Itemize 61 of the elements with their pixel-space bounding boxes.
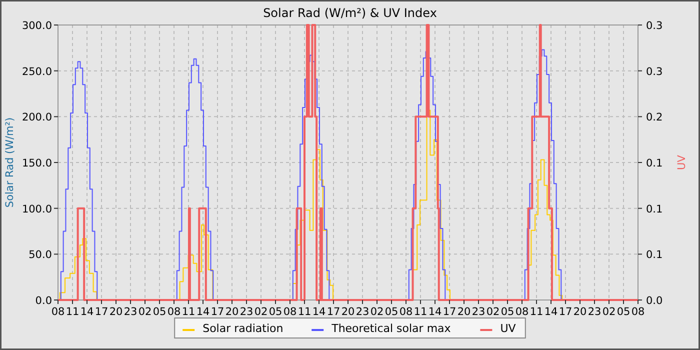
x-tick-label: 08 <box>515 306 529 318</box>
x-tick-label: 23 <box>472 306 486 318</box>
x-tick-label: 20 <box>573 306 587 318</box>
x-tick-label: 11 <box>530 306 544 318</box>
legend-label: UV <box>500 322 516 335</box>
x-tick-label: 17 <box>210 306 224 318</box>
x-tick-label: 08 <box>631 306 645 318</box>
y2-tick-label: 0.3 <box>646 66 663 78</box>
y-tick-label: 150.0 <box>22 158 52 170</box>
y-tick-label: 300.0 <box>22 20 52 32</box>
x-tick-label: 14 <box>312 306 326 318</box>
x-tick-label: 20 <box>341 306 355 318</box>
x-tick-label: 11 <box>298 306 312 318</box>
x-tick-label: 20 <box>225 306 239 318</box>
chart-title: Solar Rad (W/m²) & UV Index <box>263 6 437 20</box>
y-tick-label: 100.0 <box>22 203 52 216</box>
x-tick-label: 17 <box>442 306 456 318</box>
x-tick-label: 17 <box>326 306 340 318</box>
x-tick-label: 17 <box>558 306 572 318</box>
y2-tick-label: 0.1 <box>646 158 663 170</box>
x-tick-label: 08 <box>283 306 297 318</box>
y2-tick-label: 0.0 <box>646 295 663 307</box>
x-tick-label: 02 <box>370 306 384 318</box>
y-tick-label: 200.0 <box>22 112 52 124</box>
x-tick-label: 05 <box>616 306 630 318</box>
x-tick-label: 05 <box>268 306 282 318</box>
y-axis-title: Solar Rad (W/m²) <box>4 117 16 208</box>
x-tick-label: 05 <box>152 306 166 318</box>
x-tick-label: 02 <box>254 306 268 318</box>
y2-tick-label: 0.1 <box>646 203 663 216</box>
x-tick-label: 17 <box>94 306 108 318</box>
x-tick-label: 23 <box>356 306 370 318</box>
y-tick-label: 50.0 <box>28 249 52 262</box>
x-tick-label: 02 <box>138 306 152 318</box>
x-tick-label: 14 <box>544 306 558 318</box>
x-tick-label: 14 <box>196 306 210 318</box>
x-tick-label: 11 <box>182 306 196 318</box>
x-tick-label: 20 <box>457 306 471 318</box>
x-tick-label: 23 <box>240 306 254 318</box>
y2-tick-label: 0.1 <box>646 249 663 262</box>
x-tick-label: 14 <box>428 306 442 318</box>
x-tick-label: 08 <box>167 306 181 318</box>
x-tick-label: 23 <box>124 306 138 318</box>
x-tick-label: 20 <box>109 306 123 318</box>
x-tick-label: 02 <box>486 306 500 318</box>
y-tick-label: 0.0 <box>35 295 52 307</box>
y2-axis-title: UV <box>676 154 688 170</box>
x-tick-label: 05 <box>384 306 398 318</box>
x-tick-label: 08 <box>399 306 413 318</box>
x-tick-label: 11 <box>66 306 80 318</box>
x-tick-label: 05 <box>500 306 514 318</box>
legend-label: Solar radiation <box>202 322 284 335</box>
y2-tick-label: 0.3 <box>646 20 663 32</box>
y-tick-label: 250.0 <box>22 66 52 78</box>
x-tick-label: 08 <box>51 306 65 318</box>
x-tick-label: 02 <box>602 306 616 318</box>
x-tick-label: 11 <box>414 306 428 318</box>
legend-label: Theoretical solar max <box>330 322 452 335</box>
x-tick-label: 23 <box>588 306 602 318</box>
y2-tick-label: 0.2 <box>646 112 663 124</box>
x-tick-label: 14 <box>80 306 94 318</box>
